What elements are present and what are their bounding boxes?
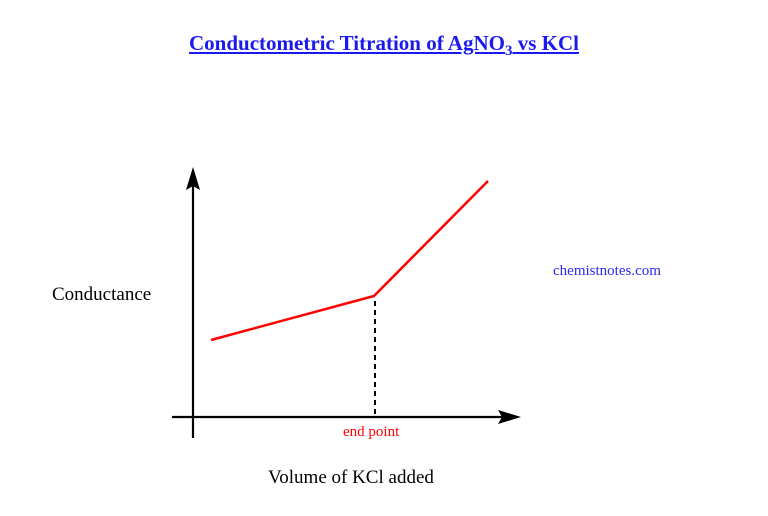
y-axis-label: Conductance: [52, 284, 152, 305]
title-suffix: vs KCl: [512, 31, 579, 55]
watermark-link[interactable]: chemistnotes.com: [553, 263, 661, 279]
x-axis-label: Volume of KCl added: [268, 467, 434, 488]
x-axis-arrow-icon: [498, 410, 521, 424]
y-axis: [186, 167, 200, 438]
title-subscript: 3: [504, 43, 513, 59]
title-prefix: Conductometric Titration of AgNO: [189, 31, 505, 55]
x-axis: [172, 410, 521, 424]
endpoint-label: end point: [343, 424, 400, 440]
y-axis-arrow-icon: [186, 167, 200, 190]
conductance-curve: [210, 180, 489, 342]
chart-title[interactable]: Conductometric Titration of AgNO3 vs KCl: [0, 30, 768, 59]
